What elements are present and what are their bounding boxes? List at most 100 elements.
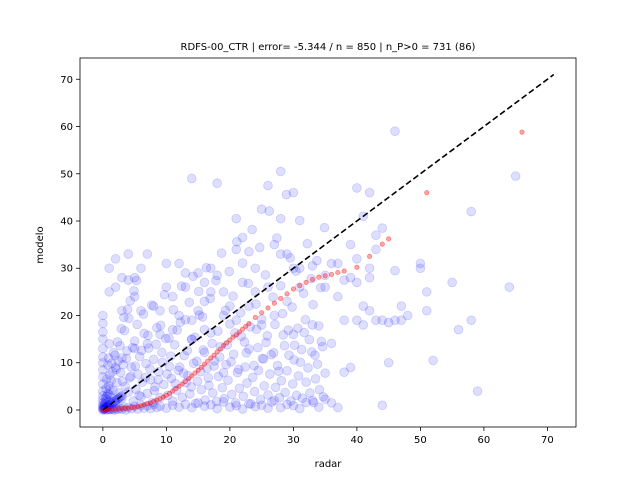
observation-point xyxy=(122,346,132,356)
quantile-point xyxy=(135,404,141,410)
observation-point xyxy=(107,366,118,377)
observation-point xyxy=(164,361,175,372)
observation-point xyxy=(218,367,229,378)
observation-point xyxy=(178,368,189,378)
y-axis: 0 10 20 30 40 50 60 70 xyxy=(60,75,80,416)
observation-point xyxy=(244,399,254,409)
observation-point xyxy=(153,366,164,377)
observation-point xyxy=(293,371,304,381)
observation-point xyxy=(203,373,214,383)
observation-point xyxy=(179,350,189,361)
observation-point xyxy=(258,354,269,364)
observation-point xyxy=(225,319,235,329)
observation-point xyxy=(161,403,172,413)
observation-point xyxy=(124,373,135,383)
observation-point xyxy=(110,282,121,292)
observation-point xyxy=(308,397,319,408)
observation-point xyxy=(415,263,426,274)
observation-point xyxy=(232,367,243,378)
x-tick-label: 70 xyxy=(541,435,554,446)
observation-point xyxy=(99,401,109,412)
observation-point xyxy=(261,337,271,348)
observation-point xyxy=(132,369,143,379)
observation-point xyxy=(136,305,146,316)
observation-point xyxy=(218,397,229,407)
observation-point xyxy=(315,282,326,293)
observation-point xyxy=(320,270,330,281)
observation-point xyxy=(167,291,178,302)
observation-point xyxy=(106,358,117,369)
observation-point xyxy=(184,297,195,308)
observation-point xyxy=(226,356,236,367)
observation-point xyxy=(301,397,311,408)
observation-point xyxy=(169,339,180,350)
observation-point xyxy=(112,377,122,388)
observation-point xyxy=(256,314,267,325)
observation-point xyxy=(244,301,254,311)
observation-point xyxy=(231,213,242,224)
observation-point xyxy=(377,315,388,326)
observation-point xyxy=(117,272,127,283)
observation-point xyxy=(218,287,229,297)
observation-point xyxy=(174,258,184,269)
observation-point xyxy=(118,359,128,370)
observation-point xyxy=(289,355,299,365)
observation-point xyxy=(101,394,112,405)
observation-point xyxy=(190,398,201,409)
observation-point xyxy=(98,357,108,368)
observation-point xyxy=(308,299,318,310)
observation-point xyxy=(111,364,121,375)
quantile-point xyxy=(163,392,169,398)
observation-point xyxy=(254,242,265,253)
observation-point xyxy=(171,385,182,395)
quantile-point xyxy=(141,402,147,408)
observation-point xyxy=(142,388,153,399)
observation-point xyxy=(249,386,260,397)
observation-point xyxy=(110,362,121,373)
observation-point xyxy=(242,378,252,388)
observation-point xyxy=(139,328,149,339)
observation-point xyxy=(212,403,222,414)
observation-point xyxy=(101,405,111,415)
observation-point xyxy=(294,403,305,414)
observation-point xyxy=(98,403,108,414)
observation-point xyxy=(333,402,343,413)
observation-point xyxy=(113,356,123,366)
observation-point xyxy=(98,327,108,337)
observation-point xyxy=(199,277,210,288)
observation-point xyxy=(155,320,166,331)
y-tick-label: 10 xyxy=(60,358,73,369)
observation-point xyxy=(186,173,197,184)
observation-point xyxy=(306,273,316,284)
observation-point xyxy=(112,404,123,415)
chart-title: RDFS-00_CTR | error= -5.344 / n = 850 | … xyxy=(181,42,476,53)
observation-point xyxy=(98,352,108,362)
observation-point xyxy=(225,301,235,311)
observation-point xyxy=(211,396,222,407)
observation-point xyxy=(312,359,323,369)
observation-point xyxy=(105,384,115,395)
observation-point xyxy=(180,399,191,410)
observation-point xyxy=(104,263,115,274)
observation-point xyxy=(141,358,151,369)
observation-point xyxy=(318,391,329,402)
observation-point xyxy=(253,342,263,353)
observation-point xyxy=(453,324,464,335)
observation-point xyxy=(333,291,343,302)
observation-point xyxy=(307,395,318,406)
observation-point xyxy=(136,400,146,411)
observation-point xyxy=(147,397,158,408)
observation-point xyxy=(122,304,133,315)
observation-point xyxy=(106,392,116,403)
observation-point xyxy=(173,365,184,376)
observation-point xyxy=(132,404,143,414)
observation-point xyxy=(299,327,309,338)
observation-point xyxy=(126,403,137,414)
observation-point xyxy=(167,396,178,406)
observation-point xyxy=(265,369,275,379)
observation-point xyxy=(390,126,400,137)
x-tick-label: 40 xyxy=(351,435,364,446)
observation-point xyxy=(288,187,299,198)
observation-point xyxy=(185,389,195,399)
observation-point xyxy=(263,403,273,413)
